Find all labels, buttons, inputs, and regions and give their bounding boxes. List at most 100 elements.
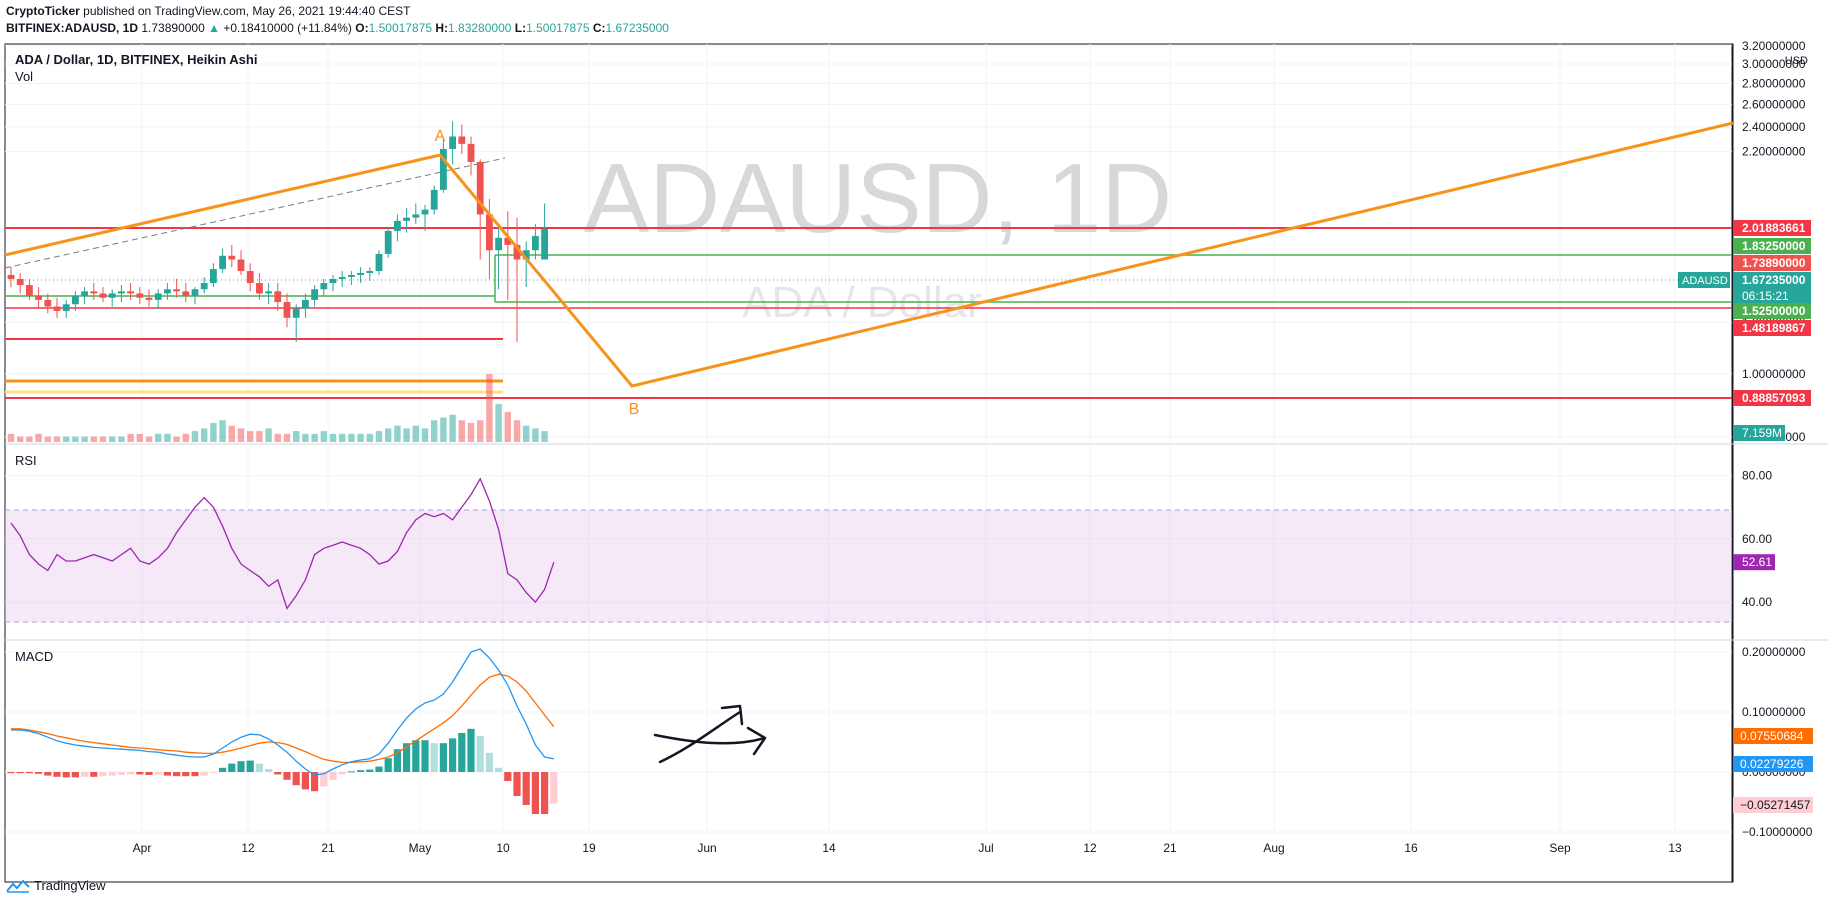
volume-bar	[237, 428, 245, 442]
candle-body	[357, 272, 364, 275]
rsi-label: RSI	[15, 453, 37, 468]
candle-body	[154, 293, 162, 300]
volume-bar	[63, 436, 70, 442]
symbol-line: BITFINEX:ADAUSD, 1D 1.73890000 ▲ +0.1841…	[6, 21, 669, 35]
macd-histogram-bar	[495, 767, 503, 772]
volume-bar	[164, 433, 171, 442]
price-change: +0.18410000 (+11.84%)	[223, 21, 352, 35]
time-axis-label: Aug	[1263, 841, 1284, 855]
rsi-value-tag-box	[1733, 554, 1775, 571]
candle-body	[394, 220, 401, 231]
volume-bar	[311, 433, 318, 442]
dashed-trend-line	[4, 157, 506, 269]
candle-body	[53, 306, 61, 311]
rsi-axis: 80.00 60.00 40.00 52.61	[1733, 469, 1775, 609]
candle-body	[348, 274, 355, 277]
price-tag-value: 1.48189867	[1742, 321, 1806, 335]
macd-histogram-bar	[246, 760, 254, 772]
candle-body	[449, 136, 456, 149]
candles	[7, 121, 548, 342]
chart-frame	[4, 43, 1734, 883]
macd-histogram-bar	[531, 772, 539, 814]
volume-bar	[348, 433, 355, 442]
macd-value-tag-box	[1733, 797, 1813, 813]
volume-bar	[118, 436, 125, 442]
countdown-tag-value: 06:15:21	[1742, 289, 1789, 303]
candle-body	[191, 289, 199, 296]
candle-body	[72, 295, 79, 305]
macd-histogram-bar	[200, 772, 208, 776]
price-tick-label: 3.20000000	[1742, 39, 1806, 53]
volume-bar	[293, 431, 300, 442]
publisher-name[interactable]: CryptoTicker	[6, 4, 80, 18]
macd-histogram-bar	[320, 772, 328, 787]
macd-histogram-bar	[108, 772, 116, 776]
macd-histogram-bar	[173, 772, 181, 777]
volume-bar	[283, 433, 291, 442]
volume-bar	[458, 420, 465, 442]
macd-histogram-bar	[430, 743, 438, 772]
volume-bar	[44, 436, 51, 442]
candle-body	[541, 228, 548, 260]
price-tick-label: 2.60000000	[1742, 97, 1806, 111]
time-axis-label: 10	[496, 841, 510, 855]
candle-body	[35, 295, 42, 300]
volume-bar	[26, 436, 33, 442]
macd-histogram-bar	[467, 728, 475, 772]
time-axis-label: Jul	[978, 841, 993, 855]
rsi-band	[5, 510, 1732, 622]
symbol-tag-box	[1678, 272, 1730, 288]
rsi-tick-label: 60.00	[1742, 532, 1772, 546]
volume-bar	[302, 433, 309, 442]
candle-body	[164, 289, 171, 294]
macd-histogram-bar	[7, 772, 15, 774]
macd-histogram-bar	[219, 767, 227, 772]
candle-body	[81, 291, 88, 296]
candle-body	[421, 209, 429, 215]
macd-histogram-bar	[393, 749, 401, 772]
candle-body	[522, 250, 530, 260]
macd-histogram-bar	[338, 772, 346, 775]
macd-histogram-bar	[154, 772, 162, 775]
time-axis-label: Apr	[133, 841, 152, 855]
macd-value-tag-box	[1733, 728, 1813, 744]
volume-bar	[467, 422, 475, 442]
price-tags: 2.01883661 1.83250000 1.73890000 1.67235000…	[1678, 220, 1811, 441]
candle-body	[375, 253, 383, 272]
volume-bar	[274, 433, 281, 442]
macd-histogram-bar	[145, 772, 153, 775]
gridlines	[5, 44, 1732, 835]
candle-body	[384, 230, 392, 254]
close-label: C:	[592, 21, 606, 35]
macd-histogram-bar	[117, 772, 125, 775]
candle-body	[44, 299, 52, 307]
macd-histogram-bar	[35, 772, 43, 774]
macd-histogram-bar	[191, 772, 199, 777]
time-axis-label: 12	[241, 841, 255, 855]
volume-bar	[431, 420, 438, 442]
volume-bar	[504, 412, 511, 442]
macd-histogram-bar	[412, 740, 420, 772]
macd-signal-line	[11, 673, 555, 764]
macd-histogram-bar	[209, 772, 217, 773]
volume-bar	[412, 425, 419, 442]
candle-body	[430, 189, 438, 210]
volume-bar	[477, 420, 484, 442]
price-tag-box	[1733, 255, 1811, 271]
macd-value-tag: 0.02279226	[1740, 757, 1804, 771]
currency-label: USD	[1785, 55, 1808, 67]
time-axis-label: 14	[822, 841, 836, 855]
time-axis-label: 13	[1668, 841, 1682, 855]
rsi-tick-label: 40.00	[1742, 595, 1772, 609]
candle-body	[228, 255, 236, 260]
price-tag-value: 1.52500000	[1742, 304, 1806, 318]
macd-tick-label: 0.10000000	[1742, 705, 1806, 719]
price-tick-label: 2.40000000	[1742, 120, 1806, 134]
footer-brand[interactable]: TradingView	[6, 878, 106, 893]
candle-body	[504, 237, 512, 245]
price-tag-box	[1733, 238, 1811, 254]
published-text: published on TradingView.com, May 26, 20…	[83, 4, 411, 18]
volume-bar	[403, 428, 410, 442]
volume-label: Vol	[15, 69, 33, 84]
macd-histogram-bar	[228, 763, 236, 772]
